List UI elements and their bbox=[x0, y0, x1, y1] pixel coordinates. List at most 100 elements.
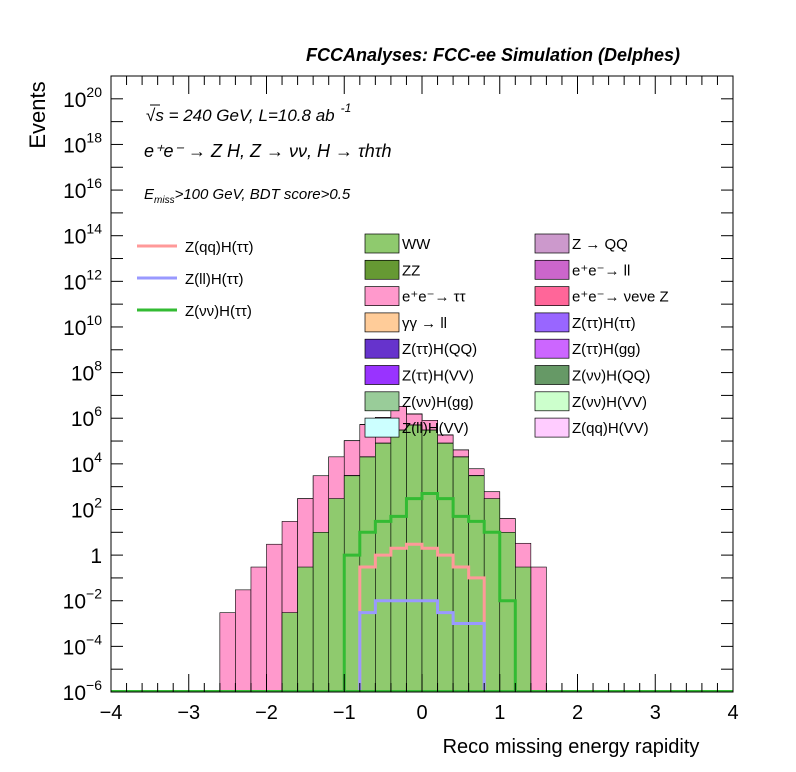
y-tick-base: 10 bbox=[71, 499, 94, 522]
y-tick-exponent: 6 bbox=[94, 403, 102, 419]
legend-col2-swatch bbox=[534, 391, 570, 412]
x-axis-label: Reco missing energy rapidity bbox=[443, 736, 700, 758]
y-axis-label: Events bbox=[25, 81, 50, 148]
legend-col1-swatch bbox=[364, 259, 400, 280]
y-tick-label: 108 bbox=[71, 358, 102, 386]
y-tick-base: 10 bbox=[63, 89, 86, 112]
y-tick-base: 10 bbox=[63, 317, 86, 340]
line-series-z-ll-h- bbox=[358, 599, 486, 692]
bar-ww bbox=[421, 429, 438, 692]
legend-col2-swatch bbox=[534, 417, 570, 438]
y-tick-label: 1010 bbox=[63, 312, 102, 340]
bar-ww bbox=[468, 475, 485, 692]
y-tick-base: 10 bbox=[63, 636, 86, 659]
y-tick-label: 10−2 bbox=[63, 586, 103, 614]
legend-col2-label: e⁺e⁻→ νeνe Z bbox=[572, 289, 669, 306]
bar-ww bbox=[499, 531, 516, 692]
legend-col2-label: Z(qq)H(VV) bbox=[572, 420, 649, 437]
y-tick-label: 1018 bbox=[63, 129, 102, 157]
x-tick-label: 2 bbox=[572, 702, 583, 724]
y-tick-label: 1 bbox=[90, 545, 102, 568]
y-tick-exponent: 12 bbox=[86, 266, 102, 282]
y-tick-label: 10−4 bbox=[63, 631, 103, 659]
legend-col1-label: WW bbox=[402, 236, 431, 253]
y-tick-label: 1012 bbox=[63, 266, 102, 294]
annotation-lumi-exponent: -1 bbox=[341, 101, 352, 115]
y-tick-label: 1014 bbox=[63, 221, 102, 249]
legend-col2-label: Z(νν)H(VV) bbox=[572, 394, 647, 411]
bar-ww bbox=[483, 498, 501, 692]
legend-col2-swatch bbox=[534, 365, 570, 385]
annotation-cuts-sub: miss bbox=[154, 195, 175, 206]
legend-col2-label: Z(νν)H(QQ) bbox=[572, 368, 650, 385]
legend-col2-label: Z → QQ bbox=[572, 236, 628, 253]
legend-col1-swatch bbox=[364, 365, 400, 385]
y-tick-label: 106 bbox=[71, 403, 102, 431]
legend-col1-swatch bbox=[364, 233, 400, 254]
y-tick-label: 104 bbox=[71, 449, 102, 477]
x-tick-label: 1 bbox=[494, 702, 505, 724]
legend-col2-swatch bbox=[534, 259, 570, 280]
y-tick-exponent: 16 bbox=[86, 175, 102, 191]
bar-ww bbox=[343, 475, 361, 692]
y-tick-base: 10 bbox=[71, 363, 94, 386]
x-tick-label: −2 bbox=[255, 702, 278, 724]
annotation-cuts: Emiss>100 GeV, BDT score>0.5 bbox=[144, 186, 351, 206]
legend-col2-swatch bbox=[534, 312, 570, 333]
legend-col1-swatch bbox=[364, 338, 400, 359]
legend-line-label: Z(ll)H(ττ) bbox=[185, 271, 244, 288]
y-tick-label: 10−6 bbox=[63, 677, 103, 705]
legend-col1-label: e⁺e⁻→ ττ bbox=[402, 289, 466, 306]
bar-e-e- bbox=[219, 612, 236, 692]
annotation-sqrt-symbol: √s bbox=[146, 106, 164, 125]
legend-col1-label: γγ → ll bbox=[402, 315, 447, 332]
legend-col1-swatch bbox=[364, 312, 400, 333]
line-series-z-h- bbox=[342, 492, 517, 692]
annotation-energy-lumi: = 240 GeV, L=10.8 ab bbox=[164, 106, 335, 125]
legend-line-label: Z(νν)H(ττ) bbox=[185, 303, 252, 320]
y-tick-exponent: 10 bbox=[86, 312, 102, 328]
y-tick-base: 10 bbox=[63, 271, 86, 294]
svg-text:√s = 240 GeV, L=10.8 ab-1: √s = 240 GeV, L=10.8 ab -1 bbox=[146, 101, 351, 125]
y-tick-exponent: 8 bbox=[94, 358, 102, 374]
x-tick-label: −1 bbox=[333, 702, 356, 724]
legend-col2-label: Z(ττ)H(gg) bbox=[572, 341, 641, 358]
legend-col1-swatch bbox=[364, 391, 400, 412]
legend-col1-label: Z(ττ)H(VV) bbox=[402, 368, 474, 385]
bar-ww bbox=[390, 429, 407, 692]
bar-ww bbox=[328, 498, 345, 692]
y-tick-exponent: 18 bbox=[86, 129, 102, 145]
bar-ww bbox=[437, 442, 454, 692]
x-tick-label: 0 bbox=[416, 702, 427, 724]
y-tick-base: 10 bbox=[71, 408, 94, 431]
bar-ww bbox=[375, 442, 392, 692]
legend-col1-label: Z(ll)H(VV) bbox=[402, 420, 469, 437]
bar-e-e- bbox=[530, 566, 547, 692]
annotation-cuts-rest: >100 GeV, BDT score>0.5 bbox=[175, 186, 351, 203]
legend-line-label: Z(qq)H(ττ) bbox=[185, 239, 254, 256]
bar-ww bbox=[297, 566, 314, 692]
bar-e-e- bbox=[250, 566, 267, 692]
legend-col1-swatch bbox=[364, 417, 400, 438]
chart-header-title: FCCAnalyses: FCC-ee Simulation (Delphes) bbox=[306, 45, 680, 65]
y-tick-exponent: 2 bbox=[94, 494, 102, 510]
y-tick-exponent: −6 bbox=[86, 677, 102, 693]
y-tick-base: 10 bbox=[63, 134, 86, 157]
y-tick-exponent: 4 bbox=[94, 449, 102, 465]
annotation-cuts-e: E bbox=[144, 186, 155, 203]
y-tick-exponent: 14 bbox=[86, 221, 102, 237]
bar-e-e- bbox=[266, 543, 283, 692]
x-tick-label: −3 bbox=[177, 702, 200, 724]
line-series-z-qq-h- bbox=[358, 542, 486, 692]
y-tick-exponent: −4 bbox=[86, 631, 102, 647]
x-tick-label: −4 bbox=[100, 702, 123, 724]
bar-e-e- bbox=[235, 589, 252, 692]
y-tick-label: 1016 bbox=[63, 175, 102, 203]
legend-col2-label: Z(ττ)H(ττ) bbox=[572, 315, 636, 332]
annotation-sqrt-s: √s = 240 GeV, L=10.8 ab -1 bbox=[146, 101, 351, 125]
legend-col1-label: ZZ bbox=[402, 262, 420, 279]
x-tick-label: 3 bbox=[650, 702, 661, 724]
bar-ww bbox=[452, 456, 469, 692]
y-tick-exponent: −2 bbox=[86, 586, 102, 602]
